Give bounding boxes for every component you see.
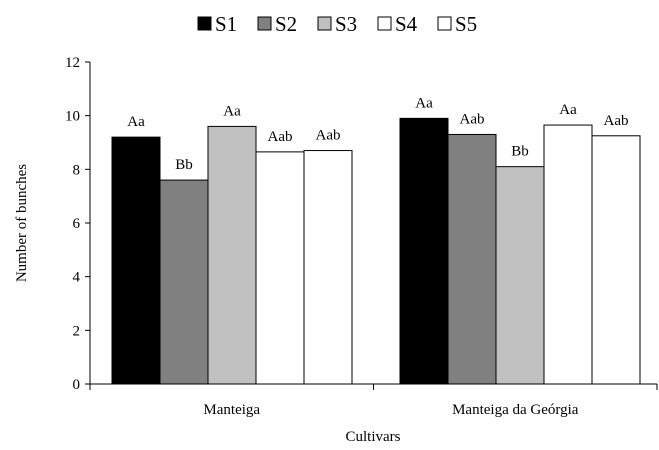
y-tick-label: 0 xyxy=(73,377,81,393)
bar-s2-2 xyxy=(448,134,496,384)
x-axis: Manteiga Manteiga da Geórgia xyxy=(90,384,657,418)
x-tick-label: Manteiga xyxy=(203,402,260,418)
bar-s4-1 xyxy=(256,152,304,384)
y-tick-label: 4 xyxy=(73,270,81,286)
legend-label-s4: S4 xyxy=(395,12,418,36)
bar-s5-1 xyxy=(304,151,352,384)
legend-label-s2: S2 xyxy=(275,12,297,36)
bar-s1-1 xyxy=(112,137,160,384)
y-tick-label: 10 xyxy=(65,109,80,125)
bar-label: Bb xyxy=(175,157,193,173)
legend-swatch-s4 xyxy=(378,17,391,30)
bar-s1-2 xyxy=(400,118,448,384)
bar-label: Bb xyxy=(511,144,529,160)
legend-label-s3: S3 xyxy=(335,12,357,36)
y-tick-label: 8 xyxy=(73,162,81,178)
bar-s3-1 xyxy=(208,126,256,384)
bar-label: Aab xyxy=(316,128,341,144)
legend-swatch-s3 xyxy=(318,17,331,30)
legend-swatch-s1 xyxy=(198,17,211,30)
bar-s2-1 xyxy=(160,180,208,384)
x-tick-label: Manteiga da Geórgia xyxy=(452,402,579,418)
bar-label: Aab xyxy=(460,111,485,127)
legend-label-s1: S1 xyxy=(215,12,237,36)
y-tick-label: 2 xyxy=(73,323,81,339)
x-axis-title: Cultivars xyxy=(346,429,401,445)
y-tick-label: 12 xyxy=(65,55,80,71)
bar-label: Aa xyxy=(415,95,433,111)
legend-swatch-s5 xyxy=(438,17,451,30)
bar-s3-2 xyxy=(496,167,544,384)
bar-label: Aab xyxy=(604,113,629,129)
y-axis-title: Number of bunches xyxy=(14,164,30,282)
y-tick-label: 6 xyxy=(73,216,81,232)
bar-s5-2 xyxy=(592,136,640,384)
legend-label-s5: S5 xyxy=(455,12,477,36)
bar-label: Aa xyxy=(223,103,241,119)
y-axis: 0 2 4 6 8 10 12 xyxy=(65,55,90,393)
bar-label: Aa xyxy=(127,114,145,130)
bar-label: Aab xyxy=(268,129,293,145)
legend: S1 S2 S3 S4 S5 xyxy=(198,12,477,36)
legend-swatch-s2 xyxy=(258,17,271,30)
bar-s4-2 xyxy=(544,125,592,384)
bar-label: Aa xyxy=(559,102,577,118)
